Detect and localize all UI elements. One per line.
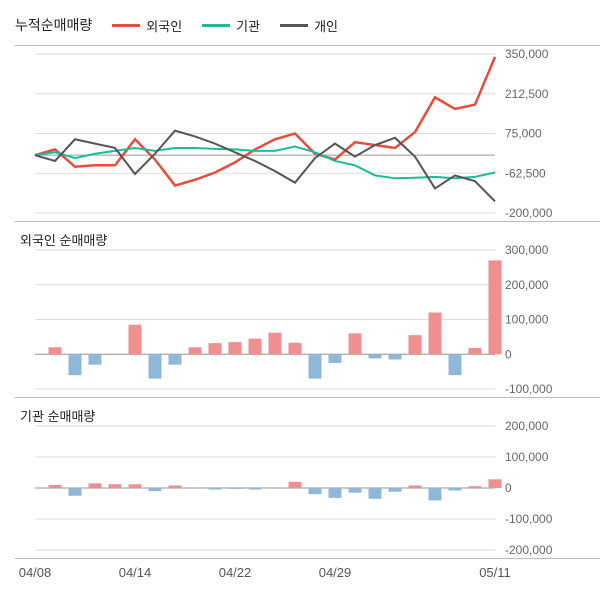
svg-text:05/11: 05/11	[479, 565, 511, 580]
svg-text:04/22: 04/22	[219, 565, 252, 580]
svg-text:0: 0	[505, 481, 512, 495]
legend-label: 기관	[236, 16, 260, 35]
legend: 누적순매매량 외국인 기관 개인	[15, 10, 600, 45]
panel-title: 기관 순매매량	[20, 406, 95, 425]
legend-item-foreign: 외국인	[112, 16, 182, 35]
legend-label: 개인	[314, 16, 338, 35]
legend-label: 외국인	[146, 16, 182, 35]
chart-area: -200,000 -62,500 75,000 212,500 350,000 외국인 순…	[15, 45, 600, 589]
svg-text:300,000: 300,000	[505, 243, 549, 257]
x-axis: 04/08 04/14 04/22 04/29 05/11	[15, 558, 600, 589]
panel-p2: 외국인 순매매량 -100,000 0 100,000 200,000 300,000	[15, 221, 600, 397]
svg-text:-62,500: -62,500	[505, 166, 546, 180]
svg-text:75,000: 75,000	[505, 127, 542, 141]
svg-text:04/08: 04/08	[19, 565, 52, 580]
legend-swatch	[280, 24, 308, 27]
svg-text:-200,000: -200,000	[505, 206, 553, 220]
svg-text:04/14: 04/14	[119, 565, 152, 580]
svg-text:04/29: 04/29	[319, 565, 352, 580]
panel-title: 외국인 순매매량	[20, 230, 107, 249]
svg-text:-100,000: -100,000	[505, 382, 553, 396]
panel-p1: -200,000 -62,500 75,000 212,500 350,000	[15, 45, 600, 221]
legend-title: 누적순매매량	[15, 15, 92, 35]
legend-swatch	[112, 24, 140, 27]
svg-text:212,500: 212,500	[505, 87, 549, 101]
legend-item-institution: 기관	[202, 16, 260, 35]
svg-text:100,000: 100,000	[505, 450, 549, 464]
svg-text:200,000: 200,000	[505, 278, 549, 292]
svg-text:100,000: 100,000	[505, 313, 549, 327]
svg-text:200,000: 200,000	[505, 419, 549, 433]
svg-text:-200,000: -200,000	[505, 543, 553, 557]
legend-swatch	[202, 24, 230, 27]
svg-text:-100,000: -100,000	[505, 512, 553, 526]
svg-text:0: 0	[505, 347, 512, 361]
panel-p3: 기관 순매매량 -200,000 -100,000 0 100,000 200,000	[15, 397, 600, 558]
svg-text:350,000: 350,000	[505, 47, 549, 61]
legend-item-individual: 개인	[280, 16, 338, 35]
